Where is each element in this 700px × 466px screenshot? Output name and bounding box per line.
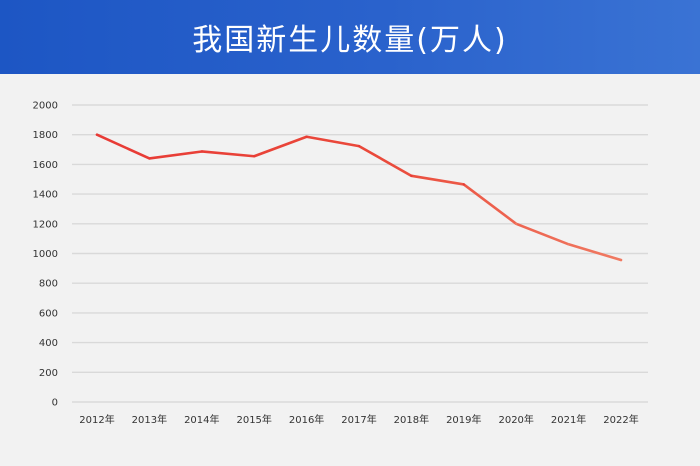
data-point [95,133,99,136]
x-tick-label: 2020年 [498,413,533,426]
line-chart: 0 200 400 600 800 1000 1200 1400 1600 1800 2000 20… [33,101,648,426]
y-axis-ticks: 0 200 400 600 800 1000 1200 1400 1600 1800 2000 [33,101,58,409]
x-tick-label: 2017年 [341,413,376,426]
x-tick-label: 2015年 [236,413,271,426]
x-tick-label: 2016年 [289,413,324,426]
data-point [253,155,256,158]
x-tick-label: 2021年 [551,413,586,426]
chart-title: 我国新生儿数量(万人) [192,23,508,58]
y-tick-label: 400 [39,338,58,349]
data-point [357,144,361,148]
y-tick-label: 1800 [33,130,58,141]
y-tick-label: 2000 [33,101,58,112]
data-point [462,183,465,186]
y-tick-label: 0 [52,398,58,409]
x-tick-label: 2012年 [79,413,114,426]
y-tick-label: 1400 [33,190,58,201]
y-tick-label: 1200 [33,219,58,230]
x-tick-label: 2014年 [184,413,219,426]
data-point [515,222,518,225]
x-tick-label: 2018年 [394,413,429,426]
chart-header: 我国新生儿数量(万人) [0,0,700,74]
y-tick-label: 1600 [33,160,58,171]
y-tick-label: 1000 [33,249,58,260]
data-point [567,243,570,246]
x-tick-label: 2013年 [132,413,167,426]
y-tick-label: 600 [39,308,58,319]
data-point [410,174,413,178]
x-tick-label: 2022年 [603,413,638,426]
chart-area: 0 200 400 600 800 1000 1200 1400 1600 1800 2000 20… [0,74,700,466]
y-tick-label: 800 [39,279,58,290]
x-axis-ticks: 2012年 2013年 2014年 2015年 2016年 2017年 2018年 2019年… [79,413,638,426]
gridlines [72,104,648,403]
data-point [305,135,308,138]
data-point [619,258,623,262]
data-point [148,157,151,160]
series-line [95,133,623,262]
data-point [200,150,203,153]
y-tick-label: 200 [39,368,58,379]
x-tick-label: 2019年 [446,413,481,426]
series [95,133,623,262]
